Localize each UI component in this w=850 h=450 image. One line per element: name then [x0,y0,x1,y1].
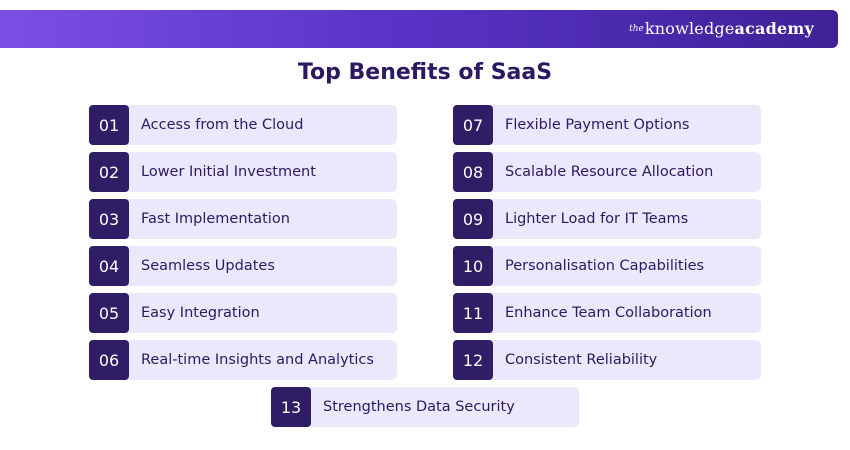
benefit-label: Flexible Payment Options [491,105,761,145]
benefit-label: Scalable Resource Allocation [491,152,761,192]
benefit-number: 05 [89,293,129,333]
benefit-label: Fast Implementation [127,199,397,239]
brand-logo: theknowledgeacademy [629,19,814,38]
benefit-number: 10 [453,246,493,286]
benefit-number: 13 [271,387,311,427]
benefit-item-03: 03 Fast Implementation [89,199,397,239]
header-banner: theknowledgeacademy [0,10,838,48]
benefit-label: Strengthens Data Security [309,387,579,427]
benefit-item-13: 13 Strengthens Data Security [271,387,579,427]
benefit-label: Lower Initial Investment [127,152,397,192]
benefit-number: 09 [453,199,493,239]
brand-name-part2: academy [734,19,814,38]
benefit-item-01: 01 Access from the Cloud [89,105,397,145]
benefit-number: 06 [89,340,129,380]
page-title: Top Benefits of SaaS [297,60,553,85]
benefit-label: Consistent Reliability [491,340,761,380]
benefit-number: 01 [89,105,129,145]
benefit-item-12: 12 Consistent Reliability [453,340,761,380]
benefit-number: 11 [453,293,493,333]
benefit-label: Enhance Team Collaboration [491,293,761,333]
benefit-item-10: 10 Personalisation Capabilities [453,246,761,286]
benefit-item-05: 05 Easy Integration [89,293,397,333]
benefit-number: 04 [89,246,129,286]
benefit-label: Easy Integration [127,293,397,333]
benefit-label: Personalisation Capabilities [491,246,761,286]
benefit-item-04: 04 Seamless Updates [89,246,397,286]
benefit-label: Lighter Load for IT Teams [491,199,761,239]
benefit-item-09: 09 Lighter Load for IT Teams [453,199,761,239]
benefit-item-06: 06 Real-time Insights and Analytics [89,340,397,380]
benefit-item-02: 02 Lower Initial Investment [89,152,397,192]
benefit-number: 02 [89,152,129,192]
benefit-item-08: 08 Scalable Resource Allocation [453,152,761,192]
benefit-label: Access from the Cloud [127,105,397,145]
brand-prefix: the [629,24,644,34]
benefit-number: 07 [453,105,493,145]
benefit-number: 03 [89,199,129,239]
benefit-label: Real-time Insights and Analytics [127,340,397,380]
benefit-number: 12 [453,340,493,380]
benefit-label: Seamless Updates [127,246,397,286]
brand-name-part1: knowledge [644,19,735,38]
benefit-item-11: 11 Enhance Team Collaboration [453,293,761,333]
benefit-number: 08 [453,152,493,192]
benefit-item-07: 07 Flexible Payment Options [453,105,761,145]
